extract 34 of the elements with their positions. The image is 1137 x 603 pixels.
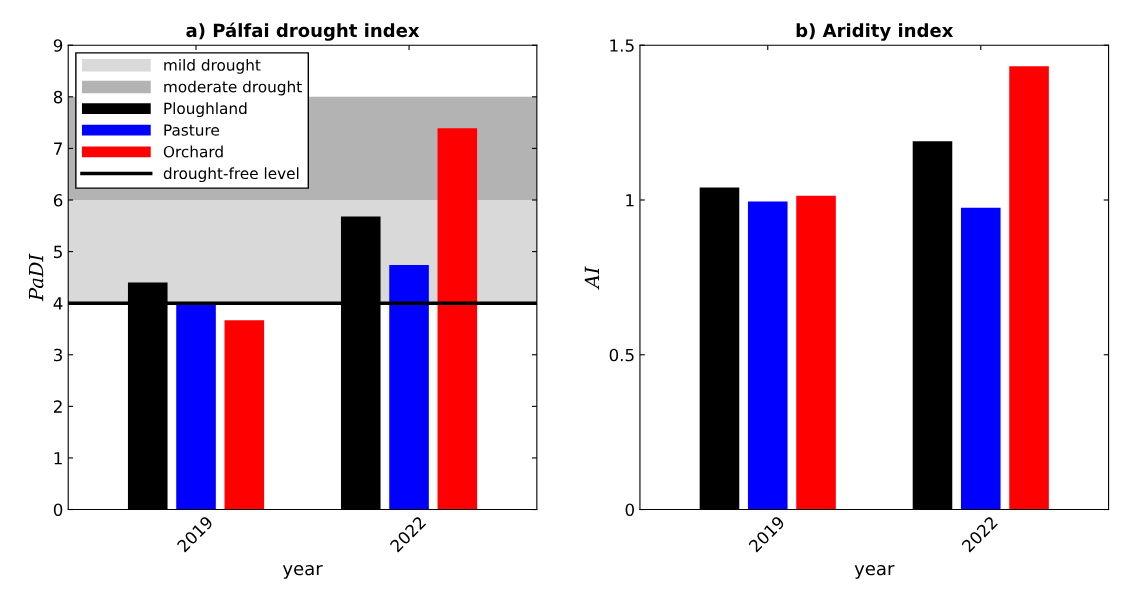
y-tick-label: 1	[626, 194, 634, 207]
y-tick-label: 0	[625, 503, 634, 517]
legend-label: drought-free level	[163, 167, 299, 183]
y-axis-title: AI	[584, 266, 599, 290]
y-tick-label: 4	[53, 297, 63, 310]
legend-label: mild drought	[164, 58, 261, 74]
bar	[747, 201, 788, 510]
bar	[437, 128, 478, 510]
y-tick-label: 9	[53, 39, 63, 52]
bar	[1009, 66, 1049, 510]
band-label: moderate drought	[164, 80, 302, 96]
legend-label: Orchard	[163, 145, 223, 158]
legend-label: Pasture	[164, 124, 219, 136]
chart-title: a) Pálfai drought index	[186, 22, 420, 41]
y-tick-label: 0	[53, 503, 63, 517]
y-tick-label: 2	[53, 400, 62, 413]
y-tick-label: 0.5	[609, 348, 634, 362]
bar	[176, 302, 216, 510]
y-tick-label: 8	[53, 90, 63, 104]
bar	[224, 320, 265, 510]
x-axis-title: year	[282, 564, 323, 579]
y-tick-label: 3	[54, 348, 63, 362]
bar	[960, 207, 1001, 510]
y-tick-label: 1	[54, 452, 62, 465]
y-tick-label: 5	[54, 245, 62, 259]
chart-title: b) Aridity index	[796, 23, 954, 41]
y-tick-label: 7	[54, 142, 62, 155]
bar	[389, 265, 429, 510]
legend-label: Ploughland	[164, 102, 247, 118]
y-axis-title: PaDI	[28, 253, 44, 302]
bar	[796, 195, 836, 510]
y-tick-label: 6	[53, 193, 63, 207]
x-axis-title: year	[854, 564, 895, 579]
y-tick-label: 1.5	[610, 39, 634, 52]
